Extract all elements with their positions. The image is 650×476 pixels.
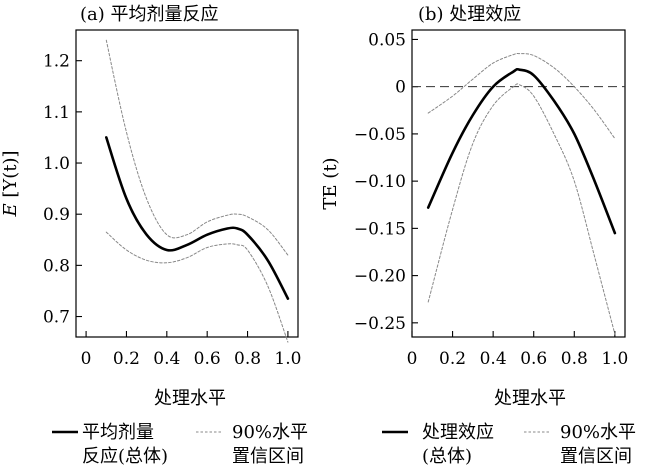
legend-label-mean: (总体) (422, 446, 472, 467)
x-tick-label: 1.0 (601, 349, 628, 369)
x-tick-label: 0.6 (194, 349, 221, 369)
legend-label-ci: 置信区间 (560, 446, 632, 467)
legend-label-mean: 处理效应 (422, 422, 494, 443)
x-tick-label: 0.8 (234, 349, 261, 369)
chart-title: (a) 平均剂量反应 (80, 4, 219, 25)
y-tick-label: 0 (395, 78, 406, 98)
y-tick-label: 1.0 (43, 154, 70, 174)
x-tick-label: 0.8 (561, 349, 588, 369)
y-tick-label: −0.05 (354, 125, 406, 145)
x-tick-label: 0 (407, 349, 418, 369)
legend-label-ci: 90%水平 (232, 422, 308, 443)
chart-panel-b: (b) 处理效应 −0.25 −0.20 −0.15 −0.10 −0.05 0 0.05 0 0… (320, 4, 636, 467)
x-axis-label: 处理水平 (494, 388, 566, 409)
x-tick-label: 0.4 (153, 349, 180, 369)
series-line-ci-lower (427, 83, 616, 335)
legend-label-mean: 反应(总体) (82, 446, 168, 467)
series-line-mean (105, 136, 290, 300)
x-tick-label: 0.2 (113, 349, 140, 369)
y-tick-label: 0.9 (43, 205, 70, 225)
plot-frame (75, 29, 299, 338)
y-tick-label: 0.05 (368, 30, 406, 50)
series-line-ci-upper (427, 52, 616, 140)
y-axis-label: E [Y(t)] (0, 150, 21, 217)
series-line-ci-lower (105, 231, 289, 343)
x-tick-label: 0.4 (480, 349, 507, 369)
y-tick-label: −0.25 (354, 314, 406, 334)
y-tick-label: 0.7 (43, 308, 70, 328)
x-axis-label: 处理水平 (154, 388, 226, 409)
x-tick-label: 0.2 (439, 349, 466, 369)
legend-label-ci: 90%水平 (560, 422, 636, 443)
chart-panel-a: (a) 平均剂量反应 0.7 0.8 0.9 1.0 1.1 1.2 0 0.2 0.4 0.6 0.… (0, 4, 308, 467)
y-tick-label: −0.20 (354, 267, 406, 287)
x-tick-label: 0 (81, 349, 92, 369)
y-tick-label: 1.2 (43, 52, 70, 72)
y-tick-label: −0.15 (354, 219, 406, 239)
plot-frame (411, 29, 626, 338)
legend-label-mean: 平均剂量 (82, 422, 154, 443)
series-line-mean (426, 67, 617, 235)
x-tick-label: 1.0 (274, 349, 301, 369)
chart-title: (b) 处理效应 (418, 4, 521, 25)
legend-label-ci: 置信区间 (232, 446, 304, 467)
x-tick-label: 0.6 (520, 349, 547, 369)
y-tick-label: 1.1 (43, 103, 70, 123)
y-axis-label: TE (t) (320, 157, 341, 209)
series-line-ci-upper (105, 39, 289, 256)
y-tick-label: 0.8 (43, 256, 70, 276)
y-tick-label: −0.10 (354, 172, 406, 192)
